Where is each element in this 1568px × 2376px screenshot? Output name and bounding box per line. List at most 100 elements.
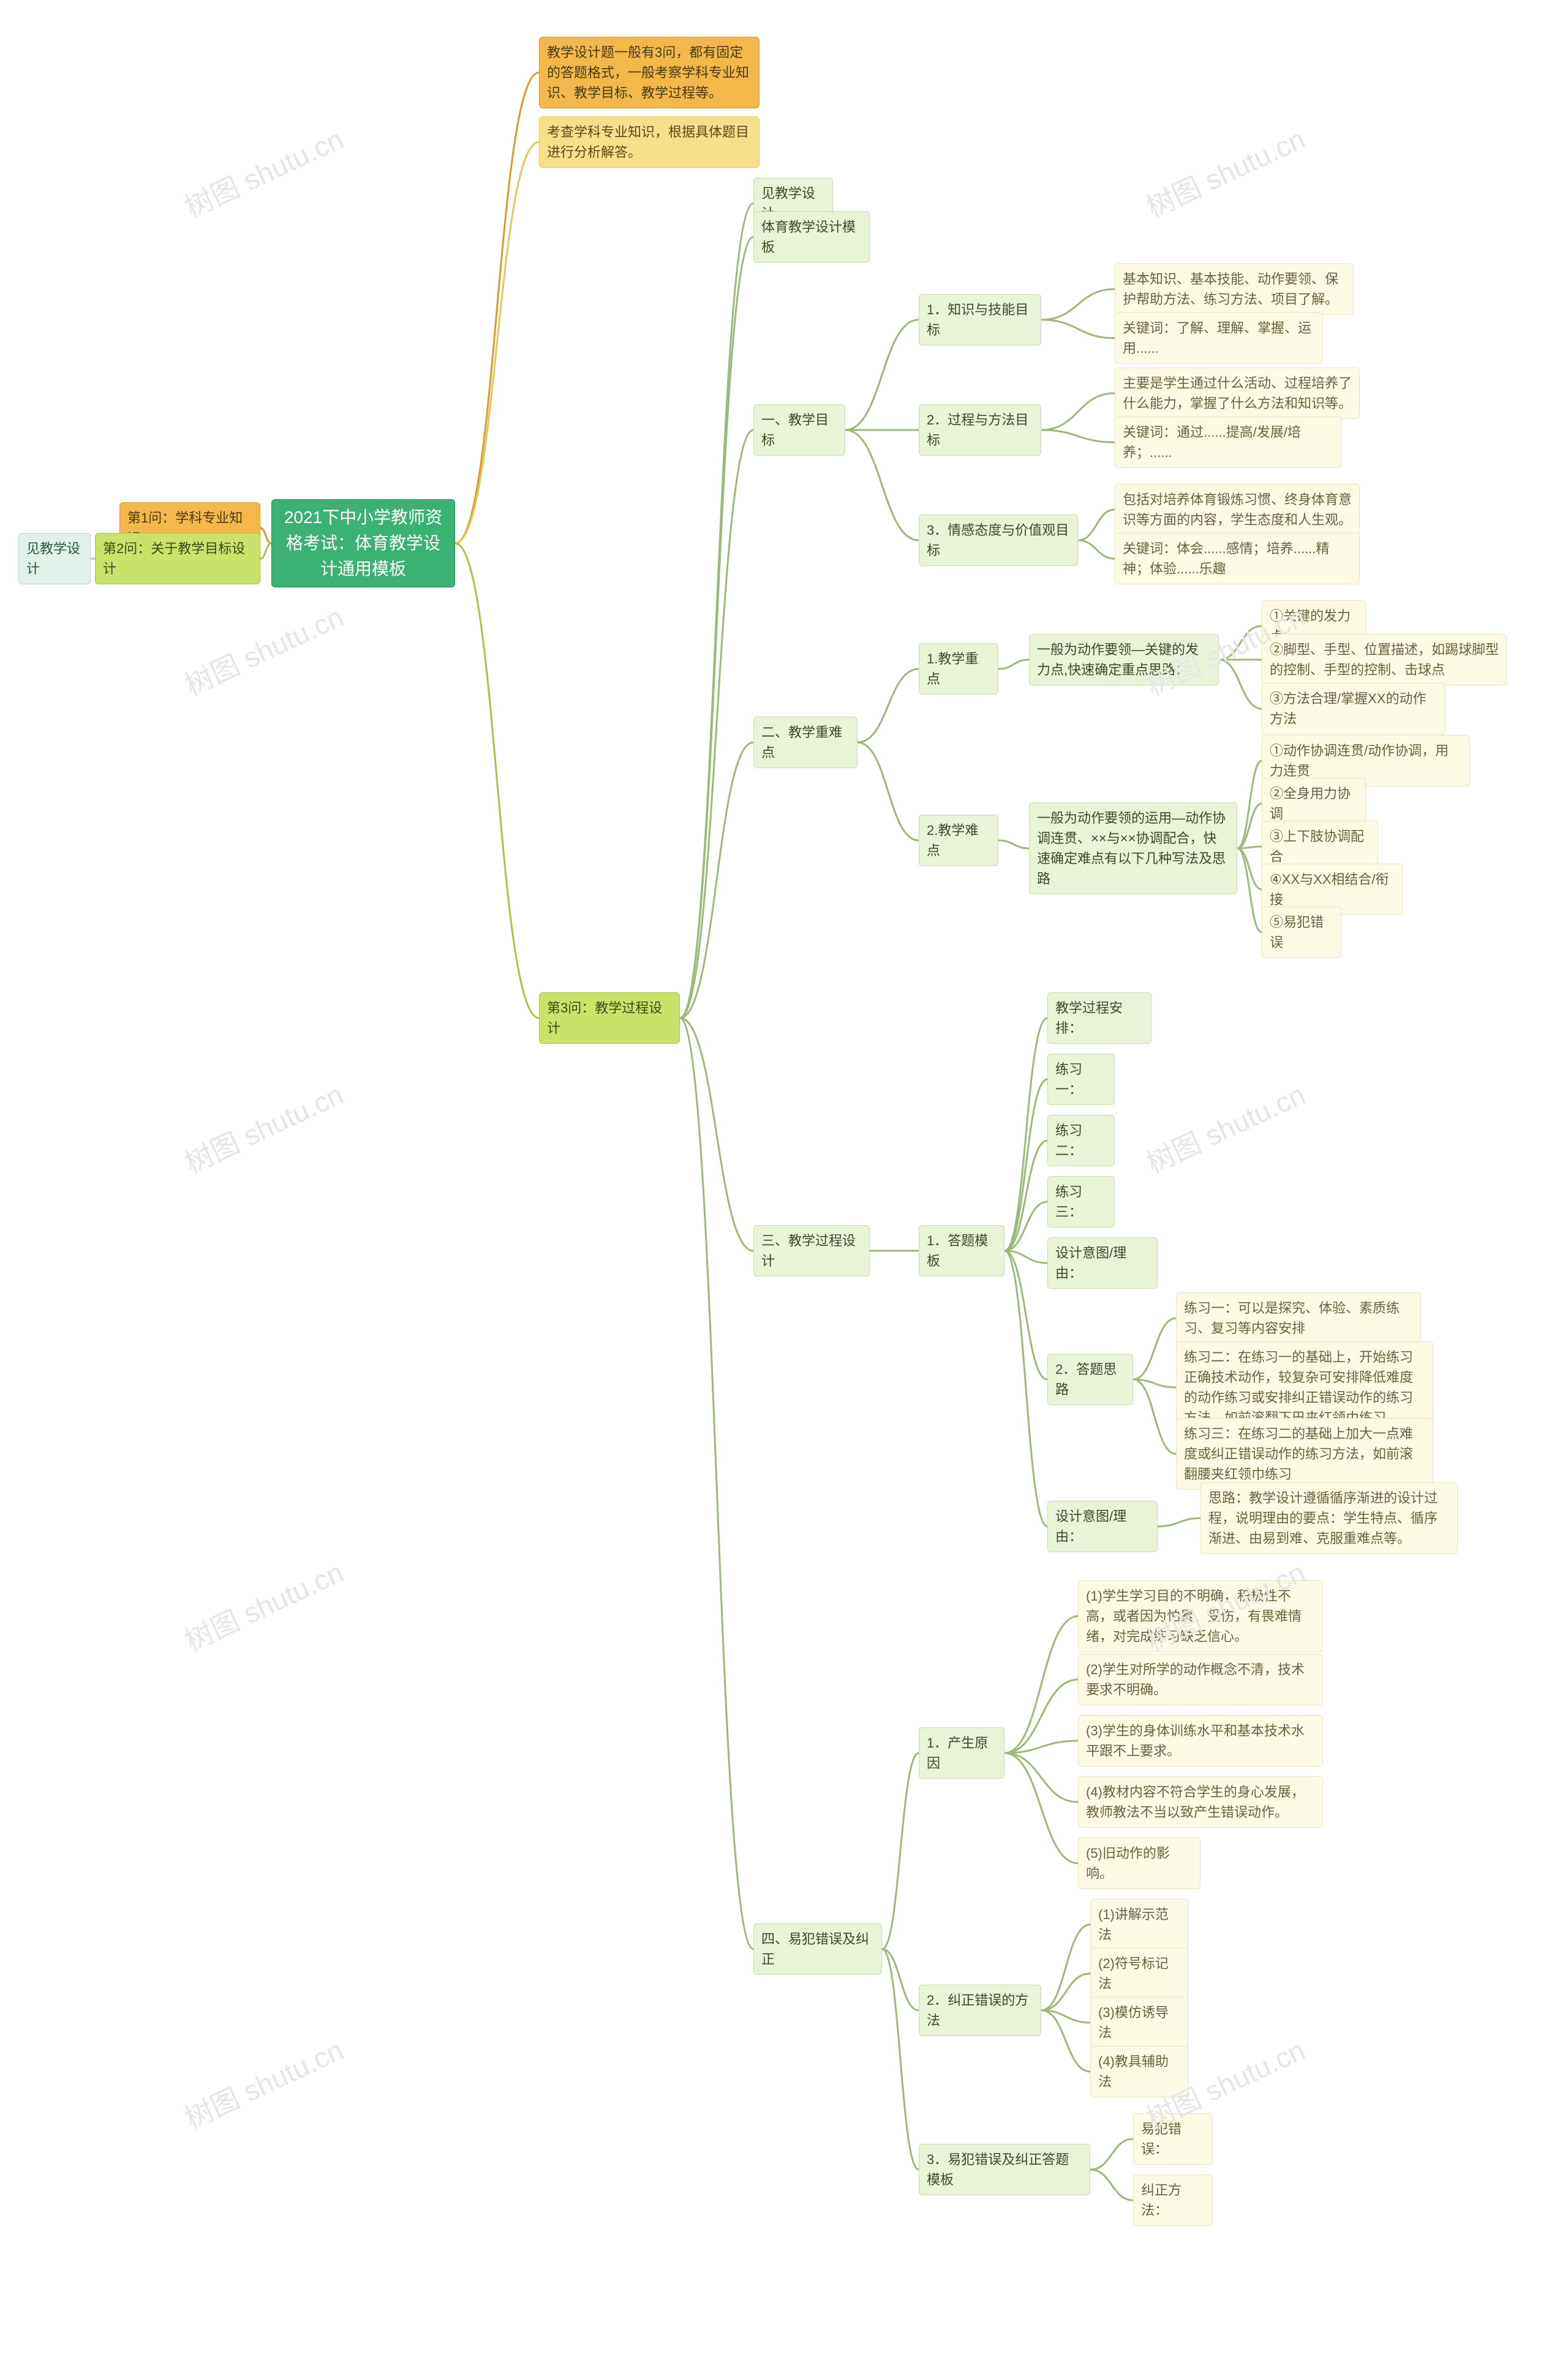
mindmap-node[interactable]: 练习一：可以是探究、体验、素质练习、复习等内容安排 bbox=[1176, 1292, 1421, 1344]
mindmap-node[interactable]: 一、教学目标 bbox=[753, 404, 845, 456]
connector bbox=[858, 669, 919, 742]
mindmap-node[interactable]: (2)学生对所学的动作概念不清，技术要求不明确。 bbox=[1078, 1654, 1323, 1705]
mindmap-node[interactable]: (1)讲解示范法 bbox=[1090, 1899, 1188, 1950]
node-label: 2．纠正错误的方法 bbox=[927, 1990, 1033, 2031]
connector bbox=[1005, 1251, 1047, 1379]
mindmap-node[interactable]: 3．易犯错误及纠正答题模板 bbox=[919, 2144, 1090, 2195]
mindmap-node[interactable]: (3)学生的身体训练水平和基本技术水平跟不上要求。 bbox=[1078, 1715, 1323, 1767]
mindmap-node[interactable]: 纠正方法： bbox=[1133, 2174, 1213, 2226]
connector bbox=[1041, 393, 1115, 430]
mindmap-node[interactable]: 1.教学重点 bbox=[919, 643, 998, 695]
connector bbox=[1237, 761, 1262, 848]
mindmap-node[interactable]: 1．答题模板 bbox=[919, 1225, 1005, 1277]
connector bbox=[680, 742, 753, 1018]
mindmap-node[interactable]: (4)教具辅助法 bbox=[1090, 2046, 1188, 2097]
connector bbox=[1219, 660, 1262, 709]
mindmap-node[interactable]: ⑤易犯错误 bbox=[1262, 907, 1341, 958]
mindmap-node[interactable]: 基本知识、基本技能、动作要领、保护帮助方法、练习方法、项目了解。 bbox=[1115, 263, 1354, 315]
node-label: 体育教学设计模板 bbox=[761, 217, 862, 257]
connector bbox=[1041, 2010, 1090, 2072]
mindmap-node[interactable]: 关键词：通过......提高/发展/培养；...... bbox=[1115, 417, 1341, 468]
mindmap-node[interactable]: (1)学生学习目的不明确，积极性不高，或者因为怕累、受伤，有畏难情绪，对完成练习… bbox=[1078, 1580, 1323, 1652]
connector bbox=[1041, 1974, 1090, 2010]
mindmap-node[interactable]: 3．情感态度与价值观目标 bbox=[919, 515, 1078, 566]
node-label: (2)符号标记法 bbox=[1098, 1953, 1180, 1994]
node-label: 设计意图/理由： bbox=[1055, 1243, 1150, 1283]
mindmap-node[interactable]: (2)符号标记法 bbox=[1090, 1948, 1188, 1999]
mindmap-node[interactable]: 一般为动作要领的运用—动作协调连贯、××与××协调配合，快速确定难点有以下几种写… bbox=[1029, 802, 1237, 894]
mindmap-node[interactable]: 2．答题思路 bbox=[1047, 1354, 1133, 1405]
mindmap-node[interactable]: 关键词：了解、理解、掌握、运用...... bbox=[1115, 312, 1323, 364]
mindmap-node[interactable]: ②脚型、手型、位置描述，如踢球脚型的控制、手型的控制、击球点 bbox=[1262, 634, 1507, 685]
node-label: ④XX与XX相结合/衔接 bbox=[1270, 869, 1395, 910]
mindmap-node[interactable]: 练习三：在练习二的基础上加大一点难度或纠正错误动作的练习方法，如前滚翻腰夹红领巾… bbox=[1176, 1418, 1433, 1490]
mindmap-node[interactable]: 四、易犯错误及纠正 bbox=[753, 1923, 882, 1975]
connector bbox=[1005, 1251, 1047, 1263]
mindmap-node[interactable]: 练习二： bbox=[1047, 1115, 1115, 1166]
node-label: ⑤易犯错误 bbox=[1270, 912, 1333, 952]
mindmap-node[interactable]: 第2问：关于教学目标设计 bbox=[95, 533, 260, 584]
mindmap-node[interactable]: 设计意图/理由： bbox=[1047, 1237, 1158, 1289]
mindmap-node[interactable]: 教学过程安排： bbox=[1047, 992, 1152, 1044]
mindmap-node[interactable]: 2．过程与方法目标 bbox=[919, 404, 1041, 456]
node-label: 易犯错误： bbox=[1141, 2119, 1205, 2159]
node-label: ②脚型、手型、位置描述，如踢球脚型的控制、手型的控制、击球点 bbox=[1270, 639, 1499, 680]
connector bbox=[1237, 804, 1262, 848]
watermark-text: 树图 shutu.cn bbox=[178, 1073, 349, 1182]
watermark-text: 树图 shutu.cn bbox=[178, 2028, 349, 2137]
node-label: 练习三：在练习二的基础上加大一点难度或纠正错误动作的练习方法，如前滚翻腰夹红领巾… bbox=[1184, 1424, 1425, 1484]
mindmap-node[interactable]: 思路：教学设计遵循循序渐进的设计过程，说明理由的要点：学生特点、循序渐进、由易到… bbox=[1200, 1482, 1458, 1554]
connector bbox=[1237, 847, 1262, 848]
connector bbox=[845, 430, 919, 540]
mindmap-node[interactable]: 体育教学设计模板 bbox=[753, 211, 870, 263]
mindmap-node[interactable]: 主要是学生通过什么活动、过程培养了什么能力，掌握了什么方法和知识等。 bbox=[1115, 368, 1360, 419]
mindmap-node[interactable]: 见教学设计 bbox=[18, 533, 91, 584]
mindmap-node[interactable]: 设计意图/理由： bbox=[1047, 1501, 1158, 1552]
node-label: 教学设计题一般有3问，都有固定的答题格式，一般考察学科专业知识、教学目标、教学过… bbox=[547, 42, 752, 103]
mindmap-node[interactable]: (5)旧动作的影响。 bbox=[1078, 1838, 1200, 1889]
watermark-text: 树图 shutu.cn bbox=[1139, 117, 1311, 226]
node-label: 1．知识与技能目标 bbox=[927, 300, 1033, 340]
mindmap-node[interactable]: 第3问：教学过程设计 bbox=[539, 992, 680, 1044]
connector bbox=[1078, 510, 1115, 540]
node-label: ②全身用力协调 bbox=[1270, 783, 1358, 824]
node-label: 一般为动作要领—关键的发力点,快速确定重点思路： bbox=[1037, 639, 1211, 680]
connector bbox=[1005, 1251, 1047, 1526]
mindmap-node[interactable]: 二、教学重难点 bbox=[753, 717, 858, 768]
mindmap-node[interactable]: 练习三： bbox=[1047, 1176, 1115, 1228]
connector bbox=[1237, 848, 1262, 932]
node-label: 关键词：了解、理解、掌握、运用...... bbox=[1123, 318, 1315, 358]
node-label: (1)讲解示范法 bbox=[1098, 1904, 1180, 1945]
node-label: 见教学设计 bbox=[26, 538, 83, 579]
node-label: 一般为动作要领的运用—动作协调连贯、××与××协调配合，快速确定难点有以下几种写… bbox=[1037, 808, 1229, 889]
connector bbox=[1005, 1680, 1078, 1753]
mindmap-node[interactable]: 练习一： bbox=[1047, 1054, 1115, 1105]
mindmap-node[interactable]: (3)模仿诱导法 bbox=[1090, 1997, 1188, 2048]
connector bbox=[455, 543, 539, 1018]
mindmap-node[interactable]: 2.教学难点 bbox=[919, 815, 998, 866]
mindmap-node[interactable]: 教学设计题一般有3问，都有固定的答题格式，一般考察学科专业知识、教学目标、教学过… bbox=[539, 37, 760, 108]
mindmap-node[interactable]: 考查学科专业知识，根据具体题目进行分析解答。 bbox=[539, 116, 760, 168]
mindmap-node[interactable]: 一般为动作要领—关键的发力点,快速确定重点思路： bbox=[1029, 634, 1219, 685]
connector bbox=[1158, 1518, 1200, 1527]
node-label: 思路：教学设计遵循循序渐进的设计过程，说明理由的要点：学生特点、循序渐进、由易到… bbox=[1208, 1488, 1450, 1548]
node-label: (3)学生的身体训练水平和基本技术水平跟不上要求。 bbox=[1086, 1721, 1315, 1761]
mindmap-node[interactable]: (4)教材内容不符合学生的身心发展，教师教法不当以致产生错误动作。 bbox=[1078, 1776, 1323, 1828]
mindmap-node[interactable]: 1．知识与技能目标 bbox=[919, 294, 1041, 345]
node-label: 练习二： bbox=[1055, 1120, 1107, 1161]
mindmap-node[interactable]: 三、教学过程设计 bbox=[753, 1225, 870, 1277]
mindmap-node[interactable]: 关键词：体会......感情；培养......精神；体验......乐趣 bbox=[1115, 533, 1360, 584]
mindmap-node[interactable]: 1．产生原因 bbox=[919, 1727, 1005, 1779]
watermark-text: 树图 shutu.cn bbox=[178, 117, 349, 226]
connector bbox=[1078, 540, 1115, 559]
node-label: 1.教学重点 bbox=[927, 649, 990, 689]
mindmap-node[interactable]: 易犯错误： bbox=[1133, 2113, 1213, 2165]
mindmap-node[interactable]: ③方法合理/掌握XX的动作方法 bbox=[1262, 683, 1446, 734]
node-label: 练习二：在练习一的基础上，开始练习正确技术动作，较复杂可安排降低难度的动作练习或… bbox=[1184, 1347, 1425, 1428]
node-label: 三、教学过程设计 bbox=[761, 1231, 862, 1271]
mindmap-node[interactable]: 包括对培养体育锻炼习惯、终身体育意识等方面的内容，学生态度和人生观。 bbox=[1115, 484, 1360, 535]
mindmap-node[interactable]: 2021下中小学教师资格考试：体育教学设计通用模板 bbox=[271, 499, 455, 587]
connector bbox=[1005, 1753, 1078, 1863]
mindmap-node[interactable]: 2．纠正错误的方法 bbox=[919, 1985, 1041, 2036]
connector bbox=[1005, 1202, 1047, 1251]
